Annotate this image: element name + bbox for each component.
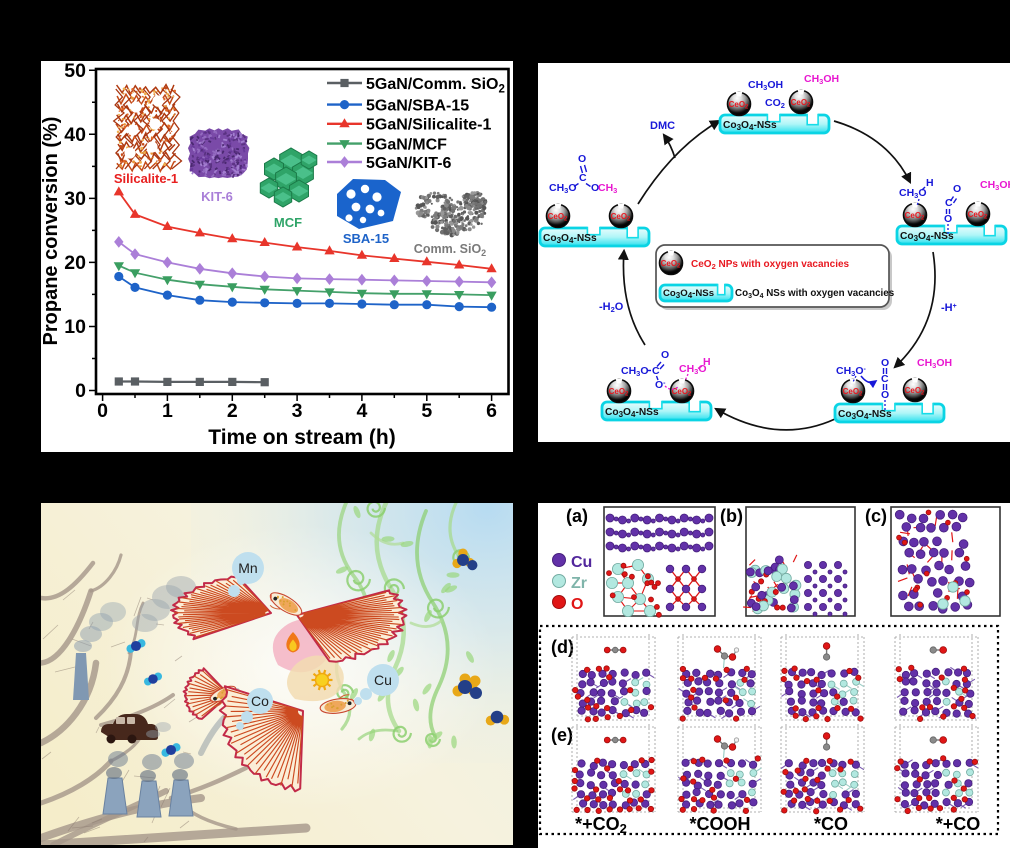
svg-text:30: 30 bbox=[64, 188, 86, 210]
svg-text:CH3OH: CH3OH bbox=[804, 73, 839, 86]
svg-text:Mn: Mn bbox=[238, 560, 257, 576]
svg-text:CH3OH: CH3OH bbox=[917, 357, 952, 370]
svg-text:5: 5 bbox=[421, 400, 432, 422]
svg-text:Cu: Cu bbox=[571, 554, 592, 571]
svg-text:Comm. SiO2: Comm. SiO2 bbox=[414, 242, 486, 258]
svg-text:*+CO: *+CO bbox=[936, 814, 981, 834]
svg-text:(a): (a) bbox=[566, 506, 588, 526]
svg-text:6: 6 bbox=[486, 400, 497, 422]
svg-text:DMC: DMC bbox=[650, 120, 675, 132]
svg-text:CeO2: CeO2 bbox=[548, 212, 568, 223]
svg-text:5GaN/Silicalite-1: 5GaN/Silicalite-1 bbox=[366, 117, 491, 134]
svg-text:4: 4 bbox=[356, 400, 367, 422]
svg-text:5GaN/KIT-6: 5GaN/KIT-6 bbox=[366, 155, 451, 172]
svg-text:C: C bbox=[881, 373, 889, 385]
svg-text:1: 1 bbox=[162, 400, 173, 422]
svg-text:Time on stream (h): Time on stream (h) bbox=[208, 426, 395, 449]
svg-text:Co3O4-NSs: Co3O4-NSs bbox=[838, 409, 892, 421]
svg-text:Silicalite-1: Silicalite-1 bbox=[114, 171, 178, 186]
svg-text:5GaN/Comm. SiO2: 5GaN/Comm. SiO2 bbox=[366, 76, 505, 96]
svg-text:-H+: -H+ bbox=[941, 302, 957, 314]
svg-text:H: H bbox=[926, 177, 934, 189]
svg-text:*CO: *CO bbox=[814, 814, 848, 834]
svg-text:CeO2: CeO2 bbox=[609, 387, 629, 398]
svg-text:50: 50 bbox=[64, 61, 86, 82]
svg-text:CH3O: CH3O bbox=[899, 187, 927, 200]
svg-text:2: 2 bbox=[227, 400, 238, 422]
svg-text:Cu: Cu bbox=[374, 672, 392, 688]
svg-text:Co3O4-NSs: Co3O4-NSs bbox=[900, 231, 954, 243]
svg-text:0: 0 bbox=[75, 380, 86, 402]
svg-text:*+CO2: *+CO2 bbox=[575, 814, 627, 836]
svg-text:(d): (d) bbox=[551, 637, 574, 657]
svg-text:O: O bbox=[953, 183, 961, 195]
svg-text:O: O bbox=[571, 596, 583, 613]
svg-text:O: O bbox=[881, 389, 889, 401]
svg-text:(b): (b) bbox=[720, 506, 743, 526]
svg-text:5GaN/SBA-15: 5GaN/SBA-15 bbox=[366, 97, 469, 114]
svg-text:CeO2: CeO2 bbox=[968, 210, 988, 221]
svg-text:O: O bbox=[591, 182, 599, 194]
svg-text:5GaN/MCF: 5GaN/MCF bbox=[366, 136, 447, 153]
svg-text:20: 20 bbox=[64, 252, 86, 274]
svg-text:O: O bbox=[944, 213, 952, 225]
svg-text:-H2O: -H2O bbox=[599, 301, 624, 314]
svg-text:CH3O: CH3O bbox=[621, 365, 649, 378]
svg-text:SBA-15: SBA-15 bbox=[343, 231, 389, 246]
svg-text:(c): (c) bbox=[865, 506, 887, 526]
svg-text:O: O bbox=[661, 349, 669, 361]
svg-text:CeO2: CeO2 bbox=[905, 211, 925, 222]
svg-text:Zr: Zr bbox=[571, 575, 587, 592]
svg-text:CeO2: CeO2 bbox=[905, 386, 925, 397]
svg-text:MCF: MCF bbox=[274, 215, 302, 230]
svg-text:3: 3 bbox=[292, 400, 303, 422]
svg-text:CeO2: CeO2 bbox=[672, 387, 692, 398]
svg-text:CH3O-: CH3O- bbox=[836, 365, 867, 378]
svg-text:Co3O4-NSs: Co3O4-NSs bbox=[605, 407, 659, 419]
svg-text:Propane conversion (%): Propane conversion (%) bbox=[41, 117, 62, 346]
svg-text:C: C bbox=[579, 172, 587, 184]
svg-text:Co3O4-NSs: Co3O4-NSs bbox=[543, 233, 597, 245]
svg-text:C: C bbox=[652, 365, 660, 377]
svg-text:Co3O4-NSs: Co3O4-NSs bbox=[663, 288, 714, 300]
svg-text:CeO2 NPs with oxygen vacancies: CeO2 NPs with oxygen vacancies bbox=[691, 259, 850, 271]
svg-text:40: 40 bbox=[64, 124, 86, 146]
svg-text:CeO2: CeO2 bbox=[843, 387, 863, 398]
svg-text:CeO2: CeO2 bbox=[729, 100, 749, 111]
svg-text:CH3OH: CH3OH bbox=[980, 179, 1010, 192]
svg-text:CH3O: CH3O bbox=[549, 182, 577, 195]
svg-text:H: H bbox=[703, 356, 711, 368]
svg-text:CeO2: CeO2 bbox=[611, 212, 631, 223]
svg-text:10: 10 bbox=[64, 316, 86, 338]
svg-text:*COOH: *COOH bbox=[689, 814, 750, 834]
svg-text:CeO2: CeO2 bbox=[661, 259, 681, 270]
svg-text:Co3O4 NSs with oxygen vacancie: Co3O4 NSs with oxygen vacancies bbox=[735, 288, 895, 300]
svg-text:(e): (e) bbox=[551, 725, 573, 745]
svg-text:CO2: CO2 bbox=[765, 97, 785, 110]
svg-text:O: O bbox=[881, 357, 889, 369]
svg-text:CH3: CH3 bbox=[598, 182, 617, 195]
svg-text:0: 0 bbox=[97, 400, 108, 422]
svg-text:CH3O: CH3O bbox=[679, 363, 707, 376]
svg-text:KIT-6: KIT-6 bbox=[201, 189, 233, 204]
svg-text:CH3OH: CH3OH bbox=[748, 79, 783, 92]
svg-text:C: C bbox=[945, 197, 953, 209]
svg-text:Co: Co bbox=[251, 693, 269, 709]
svg-text:O-: O- bbox=[655, 379, 666, 391]
svg-text:Co3O4-NSs: Co3O4-NSs bbox=[723, 120, 777, 132]
svg-text:CeO2: CeO2 bbox=[791, 98, 811, 109]
svg-text:O: O bbox=[578, 153, 586, 165]
